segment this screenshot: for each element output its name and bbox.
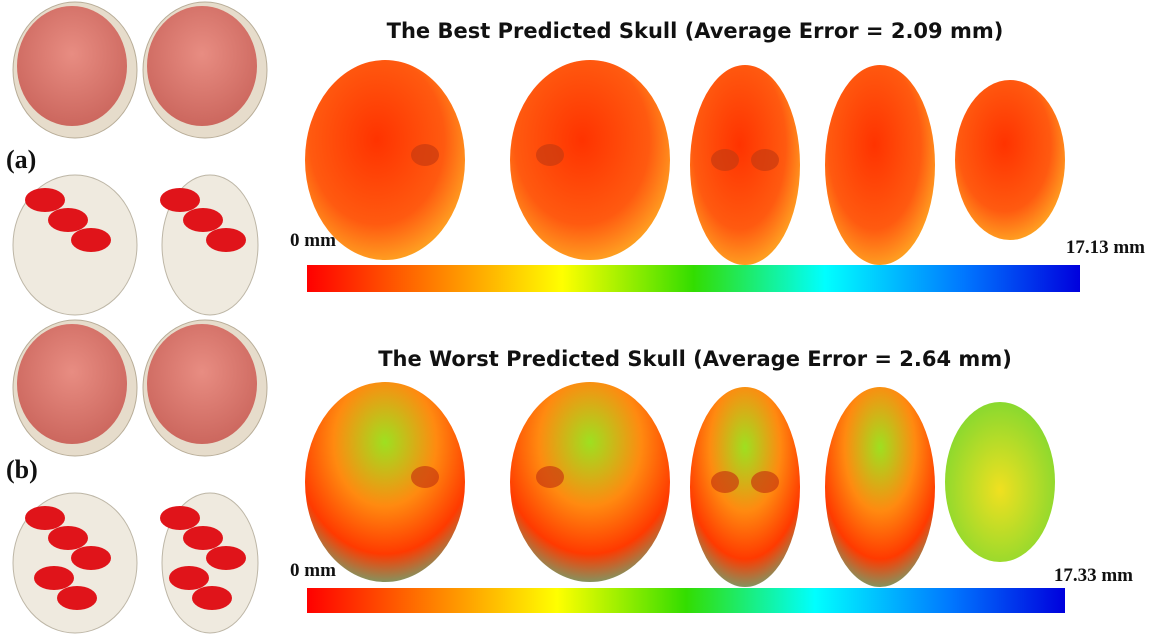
eye-socket bbox=[751, 149, 779, 171]
eye-socket bbox=[711, 471, 739, 493]
eye-socket bbox=[411, 144, 439, 166]
error-patch bbox=[160, 506, 200, 530]
skull-error-map bbox=[825, 65, 935, 265]
error-patch bbox=[206, 228, 246, 252]
eye-socket bbox=[711, 149, 739, 171]
eye-socket bbox=[751, 471, 779, 493]
skull-error-map bbox=[510, 60, 670, 260]
scale-max: 17.13 mm bbox=[1066, 237, 1145, 258]
scale-min: 0 mm bbox=[290, 230, 336, 251]
color-bar bbox=[307, 265, 1080, 292]
error-patch bbox=[34, 566, 74, 590]
skull-overlay bbox=[17, 324, 127, 444]
error-patch bbox=[25, 506, 65, 530]
eye-socket bbox=[411, 466, 439, 488]
skull-error-map bbox=[690, 65, 800, 265]
skull-overlay bbox=[17, 6, 127, 126]
skull-error-map bbox=[955, 80, 1065, 240]
scale-min: 0 mm bbox=[290, 560, 336, 581]
error-patch bbox=[192, 586, 232, 610]
error-patch bbox=[25, 188, 65, 212]
error-patch bbox=[71, 228, 111, 252]
skull-overlay bbox=[147, 6, 257, 126]
skull-error-map bbox=[305, 382, 465, 582]
skull-error-map bbox=[690, 387, 800, 587]
error-patch bbox=[160, 188, 200, 212]
images bbox=[12, 1, 1065, 634]
panel-label: (a) bbox=[6, 145, 36, 174]
panel-label: (b) bbox=[6, 455, 38, 484]
error-patch bbox=[206, 546, 246, 570]
panel-title: The Best Predicted Skull (Average Error … bbox=[387, 19, 1004, 43]
skull-error-map bbox=[510, 382, 670, 582]
skull-error-map bbox=[305, 60, 465, 260]
color-bar bbox=[307, 588, 1065, 613]
skull-error-map bbox=[945, 402, 1055, 562]
skull-overlay bbox=[147, 324, 257, 444]
error-patch bbox=[48, 208, 88, 232]
error-patch bbox=[183, 208, 223, 232]
error-patch bbox=[48, 526, 88, 550]
error-patch bbox=[183, 526, 223, 550]
error-patch bbox=[71, 546, 111, 570]
panel-title: The Worst Predicted Skull (Average Error… bbox=[378, 347, 1012, 371]
error-patch bbox=[169, 566, 209, 590]
error-patch bbox=[57, 586, 97, 610]
skull-error-map bbox=[825, 387, 935, 587]
eye-socket bbox=[536, 144, 564, 166]
eye-socket bbox=[536, 466, 564, 488]
scale-max: 17.33 mm bbox=[1054, 565, 1133, 586]
